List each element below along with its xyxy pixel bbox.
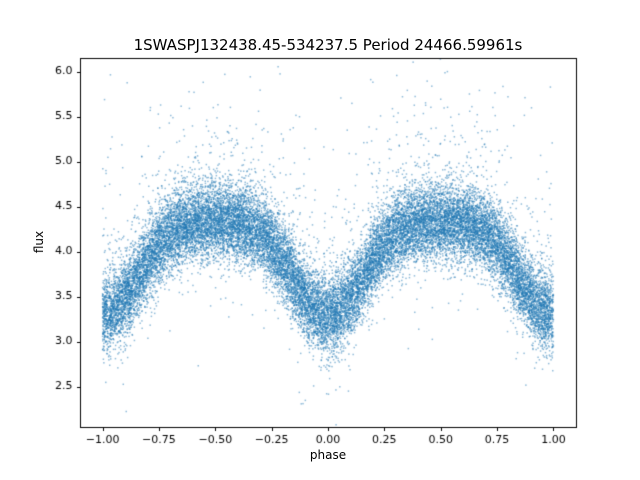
x-axis-label: phase <box>309 448 347 462</box>
y-axis-label: flux <box>32 230 46 254</box>
chart-title: 1SWASPJ132438.45-534237.5 Period 24466.5… <box>133 36 523 54</box>
